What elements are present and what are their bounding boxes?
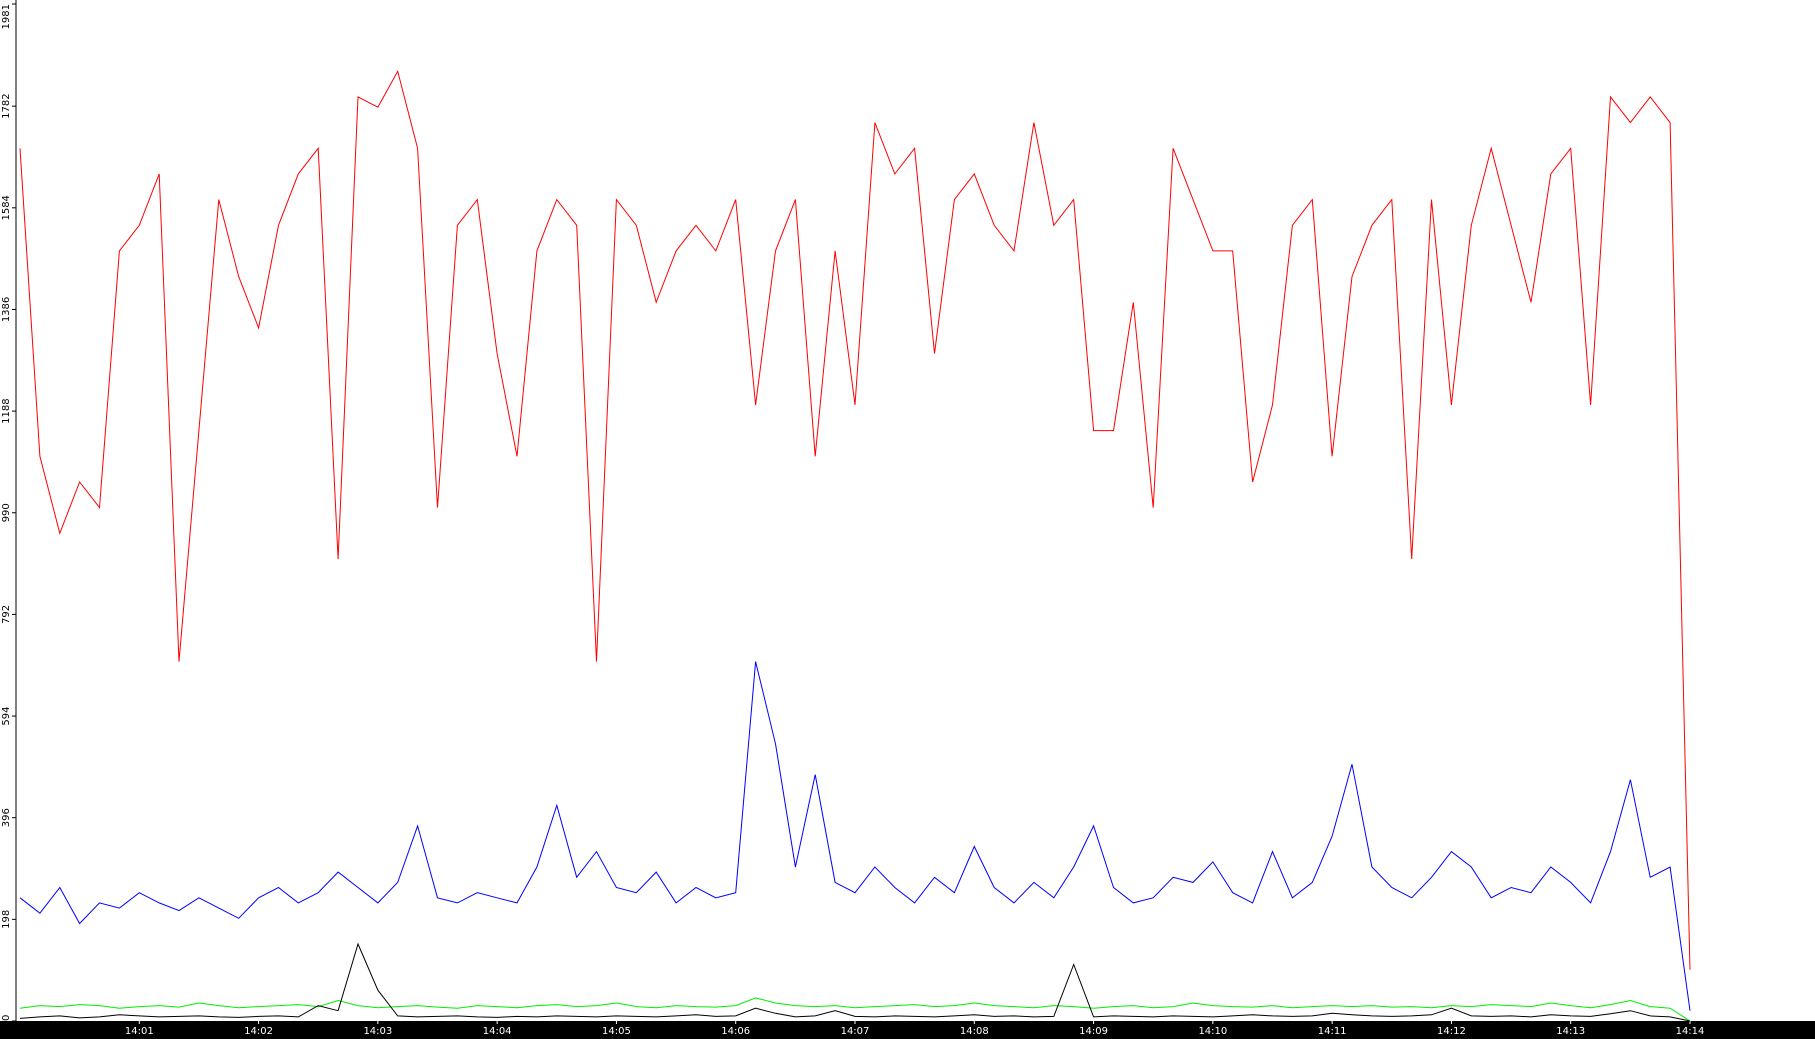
y-tick-label: 198 xyxy=(1,910,12,929)
series-line xyxy=(19,997,1691,1022)
x-axis-bar xyxy=(0,1021,1815,1039)
series-line xyxy=(19,69,1691,970)
y-tick-label: 594 xyxy=(1,707,12,726)
y-tick-label: 396 xyxy=(1,808,12,827)
x-tick-label: 14:14 xyxy=(1676,1026,1705,1037)
x-tick-label: 14:06 xyxy=(721,1026,750,1037)
x-tick-label: 14:03 xyxy=(363,1026,392,1037)
x-tick-label: 14:10 xyxy=(1198,1026,1227,1037)
series-line xyxy=(19,661,1691,1011)
x-tick-label: 14:01 xyxy=(125,1026,154,1037)
x-tick-label: 14:02 xyxy=(244,1026,273,1037)
x-tick-label: 14:12 xyxy=(1437,1026,1466,1037)
x-tick-label: 14:09 xyxy=(1079,1026,1108,1037)
y-tick-label: 1188 xyxy=(1,398,12,423)
y-tick-label: 1584 xyxy=(1,195,12,220)
x-tick-label: 14:08 xyxy=(960,1026,989,1037)
y-tick-label: 792 xyxy=(1,605,12,624)
x-tick-label: 14:05 xyxy=(602,1026,631,1037)
y-tick-label: 1386 xyxy=(1,297,12,322)
y-tick-label: 1782 xyxy=(1,93,12,118)
x-tick-label: 14:07 xyxy=(841,1026,870,1037)
x-tick-label: 14:04 xyxy=(483,1026,512,1037)
y-tick-label: 0 xyxy=(1,1015,12,1021)
x-tick-label: 14:11 xyxy=(1318,1026,1347,1037)
y-tick-label: 990 xyxy=(1,503,12,522)
x-tick-label: 14:13 xyxy=(1556,1026,1585,1037)
y-tick-label: 1981 xyxy=(1,4,12,29)
series-line xyxy=(19,942,1691,1022)
